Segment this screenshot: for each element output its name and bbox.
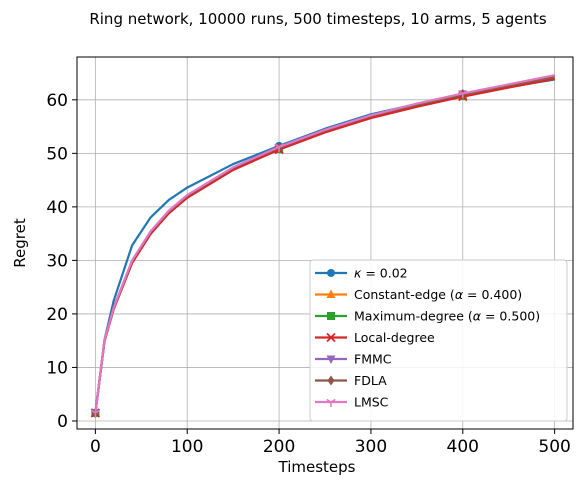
legend-label: Maximum-degree (α = 0.500) bbox=[354, 309, 540, 324]
legend-entry: LMSC bbox=[315, 395, 389, 410]
legend-marker bbox=[327, 312, 335, 320]
legend-entry: FDLA bbox=[315, 373, 387, 388]
x-tick-label: 0 bbox=[90, 437, 101, 457]
y-tick-label: 40 bbox=[46, 198, 68, 218]
legend-label: Local-degree bbox=[354, 330, 435, 345]
y-tick-label: 60 bbox=[46, 91, 68, 111]
legend-label: FDLA bbox=[354, 373, 387, 388]
legend-entry: Local-degree bbox=[315, 330, 435, 345]
series-marker bbox=[274, 143, 284, 152]
legend-box bbox=[309, 259, 568, 422]
legend-entry: Maximum-degree (α = 0.500) bbox=[315, 309, 540, 324]
series-line bbox=[94, 74, 555, 414]
legend-label: κ = 0.02 bbox=[354, 266, 408, 281]
legend-marker bbox=[326, 355, 336, 364]
chart-title: Ring network, 10000 runs, 500 timesteps,… bbox=[89, 10, 546, 28]
x-axis-label: Timesteps bbox=[278, 458, 356, 476]
legend-marker bbox=[327, 375, 335, 386]
legend-marker bbox=[327, 269, 335, 277]
x-tick-label: 300 bbox=[355, 437, 387, 457]
y-tick-label: 30 bbox=[46, 251, 68, 271]
legend-entry: Constant-edge (α = 0.400) bbox=[315, 287, 522, 302]
legend-label: LMSC bbox=[354, 395, 389, 410]
y-axis-label: Regret bbox=[11, 218, 29, 268]
legend-entry: κ = 0.02 bbox=[315, 266, 408, 281]
ticks: 0 100 200 300 400 500 0 10 20 30 40 50 60 bbox=[46, 91, 570, 457]
series-6 bbox=[90, 74, 555, 418]
legend-label: FMMC bbox=[354, 352, 392, 367]
legend-marker bbox=[326, 398, 336, 407]
y-tick-label: 10 bbox=[46, 358, 68, 378]
x-tick-label: 200 bbox=[263, 437, 295, 457]
y-tick-label: 50 bbox=[46, 144, 68, 164]
series-marker bbox=[90, 409, 101, 418]
legend-entry: FMMC bbox=[315, 352, 392, 367]
legend: κ = 0.02 Constant-edge (α = 0.400) Maximum… bbox=[309, 259, 568, 422]
plot-frame bbox=[76, 56, 574, 430]
series-layer bbox=[90, 74, 555, 418]
legend-marker bbox=[326, 289, 336, 298]
legend-marker bbox=[326, 332, 336, 343]
series-marker bbox=[458, 90, 468, 99]
x-tick-label: 400 bbox=[447, 437, 479, 457]
y-tick-label: 0 bbox=[57, 412, 68, 432]
legend-label: Constant-edge (α = 0.400) bbox=[354, 287, 522, 302]
x-tick-label: 500 bbox=[538, 437, 570, 457]
x-tick-label: 100 bbox=[171, 437, 203, 457]
y-tick-label: 20 bbox=[46, 305, 68, 325]
